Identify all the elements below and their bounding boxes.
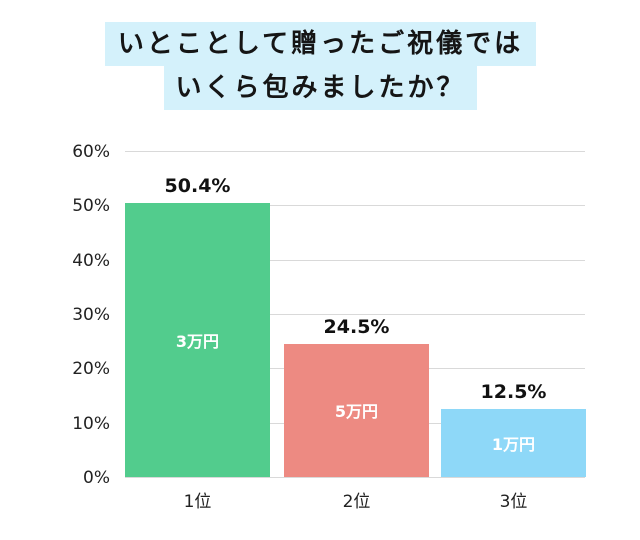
bar-2: 5万円	[284, 343, 429, 477]
bar-amount-label: 1万円	[491, 435, 536, 455]
y-axis-tick-label: 30%	[72, 305, 110, 325]
bar-value-label: 50.4%	[164, 175, 231, 198]
y-axis-tick-label: 0%	[83, 468, 110, 488]
y-axis-tick-label: 10%	[72, 414, 110, 434]
y-axis-tick-label: 60%	[72, 142, 110, 162]
gridline	[125, 477, 585, 478]
bar-1: 3万円	[125, 203, 270, 477]
chart-title-line-1: いとことして贈ったご祝儀では	[105, 22, 536, 66]
y-axis-tick-label: 50%	[72, 196, 110, 216]
x-axis-category-label: 1位	[183, 492, 212, 512]
y-axis-tick-label: 20%	[72, 359, 110, 379]
gridline	[125, 205, 585, 206]
x-axis-category-label: 2位	[342, 492, 371, 512]
gridline	[125, 314, 585, 315]
bar-3: 1万円	[441, 409, 586, 477]
bar-value-label: 12.5%	[480, 381, 547, 404]
chart-title-line-2: いくら包みましたか？	[164, 66, 477, 110]
gridline	[125, 260, 585, 261]
x-axis-category-label: 3位	[499, 492, 528, 512]
bar-value-label: 24.5%	[323, 315, 390, 338]
bar-amount-label: 5万円	[334, 402, 379, 422]
bar-amount-label: 3万円	[175, 332, 220, 352]
gridline	[125, 151, 585, 152]
y-axis-tick-label: 40%	[72, 251, 110, 271]
